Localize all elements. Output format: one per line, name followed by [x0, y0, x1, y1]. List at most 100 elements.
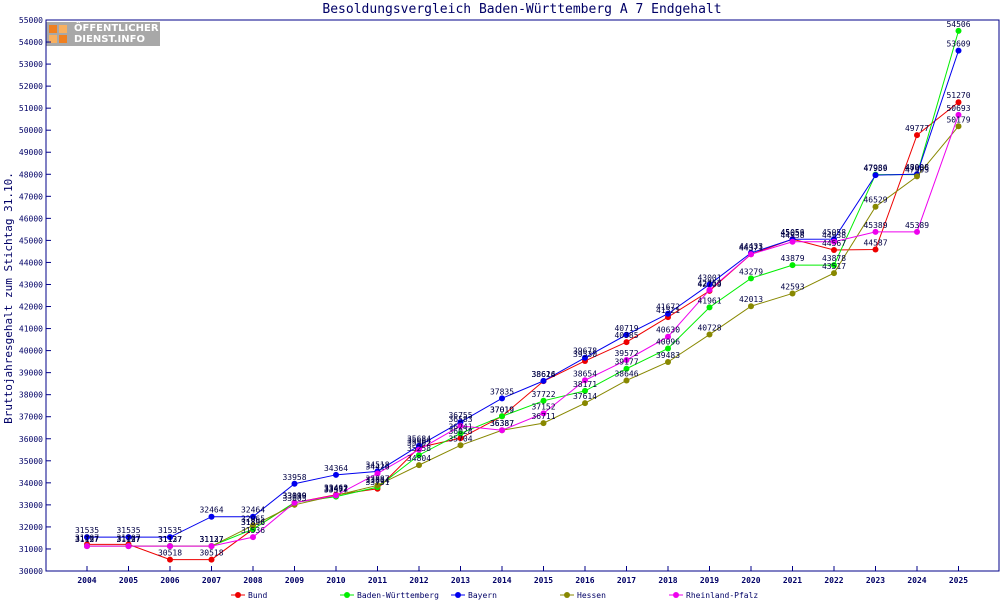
series-3-data-label: 38646	[614, 369, 638, 378]
series-0-data-label: 33099	[282, 492, 306, 501]
series-0-data-label: 41521	[656, 306, 680, 315]
legend-swatch-marker	[235, 592, 241, 598]
plot-area	[45, 19, 1000, 572]
series-2-data-label: 45058	[822, 228, 846, 237]
series-2-point	[872, 172, 879, 179]
series-3-data-label: 50179	[946, 115, 970, 124]
series-2-data-label: 38626	[531, 370, 555, 379]
series-2-data-label: 32464	[241, 506, 265, 515]
series-4-point	[872, 228, 879, 235]
x-tick-label: 2024	[907, 576, 926, 585]
series-0-point	[623, 339, 630, 346]
series-4-data-label: 31127	[158, 535, 182, 544]
y-tick-label: 52000	[19, 82, 43, 91]
logo-icon	[49, 25, 67, 43]
x-tick-label: 2013	[451, 576, 470, 585]
series-0-point	[208, 556, 215, 563]
series-3-data-label: 42013	[739, 295, 763, 304]
x-tick-label: 2020	[741, 576, 760, 585]
x-tick-label: 2017	[617, 576, 636, 585]
series-4-point	[499, 427, 505, 434]
series-1-point	[623, 365, 630, 372]
series-0-data-label: 49777	[905, 124, 929, 133]
series-0-data-label: 33731	[365, 478, 389, 487]
series-1-data-label: 33377	[324, 486, 348, 495]
series-3-data-label: 31127	[158, 535, 182, 544]
series-0-point	[914, 132, 920, 139]
series-4-point	[167, 543, 173, 550]
series-4-point	[706, 286, 713, 293]
series-4-data-label: 44371	[739, 243, 763, 252]
series-2-data-label: 36755	[448, 411, 472, 420]
y-tick-label: 55000	[19, 16, 43, 25]
x-tick-label: 2005	[119, 576, 138, 585]
series-3-data-label: 32065	[241, 514, 265, 523]
series-4-data-label: 33431	[324, 484, 348, 493]
series-1-data-label: 47986	[863, 164, 887, 173]
series-3-point	[250, 522, 256, 529]
series-2-data-label: 34518	[365, 460, 389, 469]
legend-label: Hessen	[577, 591, 606, 600]
x-tick-label: 2009	[285, 576, 304, 585]
y-tick-label: 40000	[19, 347, 43, 356]
series-3-line	[87, 125, 959, 547]
series-0-data-label: 42709	[697, 280, 721, 289]
series-2-data-label: 35684	[407, 435, 431, 444]
x-tick-label: 2023	[866, 576, 885, 585]
series-3-point	[457, 442, 464, 449]
series-3-data-label: 31127	[75, 535, 99, 544]
series-1-data-label: 43879	[780, 254, 804, 263]
series-2-point	[125, 534, 132, 541]
series-3-data-label: 42593	[780, 282, 804, 291]
series-1-data-label: 31137	[199, 535, 223, 544]
series-4-data-label: 44938	[780, 231, 804, 240]
series-1-data-label: 39177	[614, 358, 638, 367]
series-4-point	[374, 470, 381, 477]
y-tick-label: 53000	[19, 60, 43, 69]
y-tick-label: 42000	[19, 303, 43, 312]
y-tick-label: 51000	[19, 104, 43, 113]
series-4-point	[582, 377, 588, 384]
series-0-data-label: 30518	[199, 549, 223, 558]
series-1-point	[748, 275, 754, 282]
series-1-data-label: 43878	[822, 254, 846, 263]
x-tick-label: 2014	[492, 576, 511, 585]
y-tick-label: 34000	[19, 479, 43, 488]
series-4-data-label: 45389	[905, 221, 929, 230]
x-tick-label: 2012	[409, 576, 428, 585]
series-1-data-label: 37722	[531, 390, 555, 399]
y-tick-label: 49000	[19, 148, 43, 157]
series-2-point	[582, 354, 588, 361]
series-4-data-label: 45389	[863, 221, 887, 230]
series-1-point	[665, 345, 671, 352]
y-tick-label: 32000	[19, 523, 43, 532]
x-tick-label: 2007	[202, 576, 221, 585]
series-2-point	[665, 310, 671, 317]
series-3-data-label: 47903	[905, 165, 929, 174]
series-4-data-label: 36387	[490, 419, 514, 428]
series-0-data-label: 31896	[241, 518, 265, 527]
x-tick-label: 2019	[700, 576, 719, 585]
series-1-data-label: 38171	[573, 380, 597, 389]
series-2-point	[540, 377, 547, 384]
series-4-data-label: 40630	[656, 326, 680, 335]
series-1-data-label: 31137	[158, 535, 182, 544]
series-2-data-label: 45052	[780, 228, 804, 237]
series-2-data-label: 33958	[282, 473, 306, 482]
chart-title: Besoldungsvergleich Baden-Württemberg A …	[322, 2, 721, 17]
y-tick-label: 54000	[19, 38, 43, 47]
x-tick-label: 2015	[534, 576, 553, 585]
series-4-data-label: 39572	[614, 349, 638, 358]
y-tick-label: 44000	[19, 258, 43, 267]
series-4-data-label: 42753	[697, 279, 721, 288]
x-tick-label: 2022	[824, 576, 843, 585]
series-0-line	[87, 101, 959, 561]
y-tick-label: 41000	[19, 325, 43, 334]
series-0-data-label: 40385	[614, 331, 638, 340]
series-0-data-label: 38614	[531, 370, 555, 379]
series-3-data-label: 46529	[863, 196, 887, 205]
series-1-point	[582, 387, 588, 394]
series-1-data-label: 43279	[739, 267, 763, 276]
legend-swatch-marker	[455, 592, 461, 598]
